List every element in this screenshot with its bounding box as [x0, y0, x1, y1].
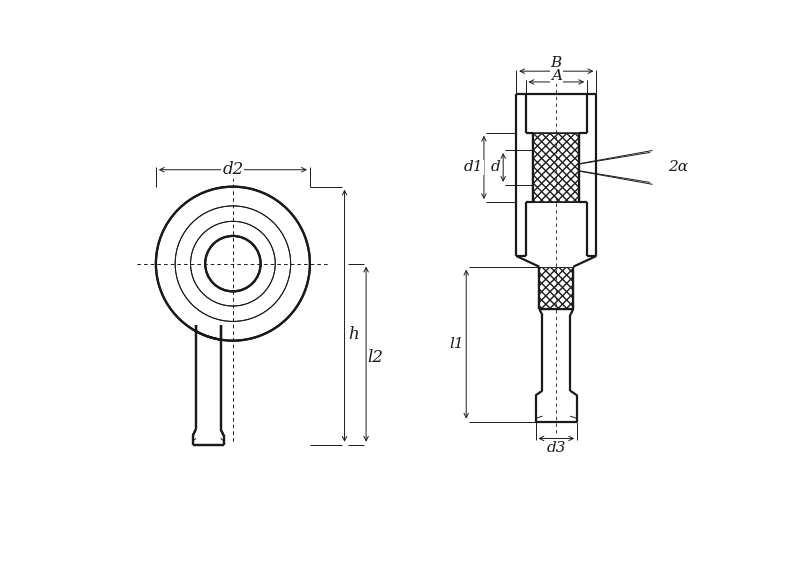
Text: d1: d1	[464, 160, 484, 174]
Text: d: d	[490, 160, 500, 174]
Bar	[196, 325, 221, 445]
Bar	[539, 266, 574, 309]
Bar	[534, 133, 579, 202]
Text: 2α: 2α	[668, 160, 688, 174]
Bar	[193, 435, 224, 445]
Text: B: B	[550, 56, 562, 70]
Text: l1: l1	[450, 337, 464, 351]
Text: l2: l2	[367, 350, 383, 366]
Bar	[534, 133, 579, 202]
Bar	[534, 133, 579, 202]
Text: A: A	[550, 69, 562, 83]
Text: h: h	[349, 327, 359, 343]
Text: d3: d3	[546, 441, 566, 455]
Bar	[539, 266, 574, 309]
Bar	[539, 266, 574, 309]
Text: d2: d2	[222, 161, 243, 178]
